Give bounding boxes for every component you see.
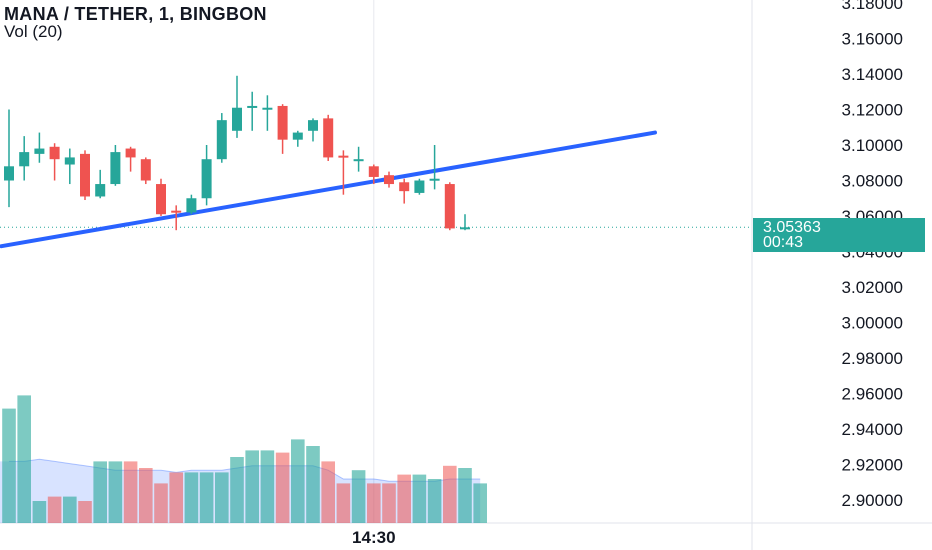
candle-body [80, 153, 90, 197]
volume-bar [123, 461, 138, 523]
candle-body [323, 118, 334, 158]
chart-title: MANA / TETHER, 1, BINGBON [4, 4, 267, 24]
price-tick-label: 2.92000 [842, 456, 903, 475]
candle-body [247, 105, 258, 108]
price-tick-label: 3.14000 [842, 65, 903, 84]
candle-body [414, 180, 425, 193]
volume-indicator-label[interactable]: Vol (20) [4, 22, 63, 41]
price-tick-label: 3.00000 [842, 314, 903, 333]
candle-body [277, 105, 288, 140]
time-axis-label: 14:30 [352, 528, 396, 547]
volume-bar [154, 483, 168, 523]
candle-body [232, 107, 242, 131]
price-tick-label: 3.02000 [842, 278, 903, 297]
last-price-value: 3.05363 [763, 219, 821, 236]
volume-bar [291, 439, 305, 523]
price-tick-label: 2.96000 [842, 385, 903, 404]
volume-bar [306, 446, 320, 523]
candle-body [384, 175, 394, 185]
candle-body [156, 184, 166, 215]
volume-bar [169, 472, 183, 523]
candle-body [292, 132, 303, 140]
volume-bar [199, 472, 214, 523]
candle-body [34, 148, 45, 154]
candle-body [460, 227, 470, 230]
volume-bar [230, 457, 244, 523]
candle-body [4, 166, 14, 181]
volume-bar [47, 496, 62, 523]
candle-body [368, 166, 379, 177]
price-tick-label: 3.12000 [842, 101, 903, 120]
candle-body [429, 178, 440, 181]
candle-body [186, 198, 197, 213]
candle-body [308, 120, 318, 131]
volume-bar [427, 479, 442, 523]
volume-bar [321, 461, 335, 523]
volume-bar [32, 501, 47, 523]
candle-body [399, 182, 410, 192]
last-price-tag: 3.05363 00:43 [753, 218, 925, 252]
volume-bar [184, 472, 199, 523]
price-tick-label: 2.90000 [842, 491, 903, 510]
volume-bar [260, 450, 275, 523]
volume-bar [108, 461, 123, 523]
candle-body [444, 184, 455, 229]
volume-bar [382, 483, 396, 523]
volume-bar [2, 408, 16, 523]
candle-body [64, 157, 75, 165]
volume-bar [245, 450, 259, 523]
price-tick-label: 2.94000 [842, 420, 903, 439]
volume-bar [351, 470, 366, 523]
volume-bar [336, 483, 351, 523]
candle-body [125, 148, 136, 158]
trendline [0, 130, 657, 249]
volume-bar [139, 468, 153, 523]
volume-bar [367, 483, 381, 523]
volume-bar [473, 483, 487, 523]
volume-bar [397, 474, 411, 523]
candle-body [140, 159, 151, 181]
price-tick-label: 3.08000 [842, 172, 903, 191]
candle-body [171, 210, 182, 213]
price-tick-label: 3.18000 [842, 0, 903, 13]
volume-bar [443, 465, 457, 523]
bar-countdown: 00:43 [763, 234, 804, 251]
candle-body [110, 152, 121, 185]
candle-body [49, 146, 60, 160]
candle-body [338, 155, 349, 158]
volume-bar [17, 395, 31, 523]
candle-body [19, 152, 30, 167]
volume-bar [275, 452, 290, 523]
volume-bar [458, 468, 472, 523]
price-tick-label: 3.10000 [842, 136, 903, 155]
volume-bar [412, 474, 427, 523]
candle-body [216, 120, 227, 160]
candle-body [95, 184, 106, 197]
volume-bar [78, 501, 92, 523]
candle-body [262, 107, 273, 110]
volume-bar [93, 461, 107, 523]
volume-bar [215, 472, 229, 523]
volume-bar [63, 496, 77, 523]
price-tick-label: 3.16000 [842, 30, 903, 49]
candle-body [353, 159, 364, 162]
candle-body [201, 159, 212, 199]
price-tick-label: 2.98000 [842, 349, 903, 368]
